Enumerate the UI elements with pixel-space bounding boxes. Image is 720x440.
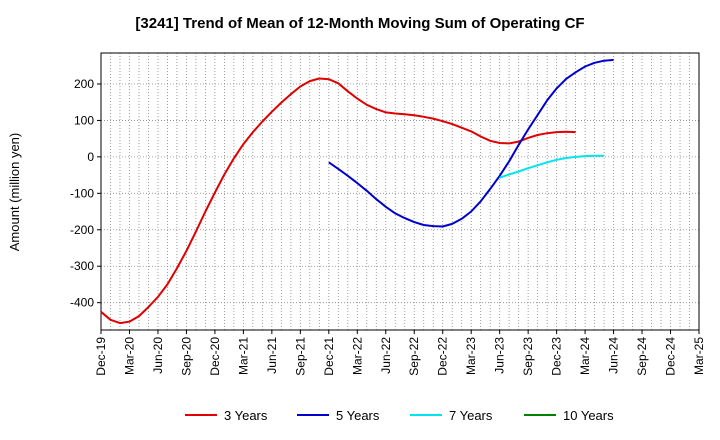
- x-tick-label: Dec-22: [436, 337, 450, 376]
- y-tick-label: -400: [70, 296, 94, 310]
- x-tick-label: Mar-20: [122, 337, 136, 375]
- y-tick-label: 100: [74, 113, 94, 127]
- series-line-5-years: [328, 58, 614, 228]
- legend-label: 5 Years: [336, 408, 380, 423]
- y-tick-label: -300: [70, 259, 94, 273]
- x-tick-label: Mar-21: [236, 337, 250, 375]
- x-tick-label: Sep-23: [521, 337, 535, 376]
- y-axis-label: Amount (million yen): [7, 133, 22, 252]
- x-tick-label: Mar-23: [464, 337, 478, 375]
- x-tick-label: Jun-23: [493, 337, 507, 374]
- x-tick-label: Mar-24: [578, 337, 592, 375]
- x-tick-label: Dec-19: [94, 337, 108, 376]
- x-tick-label: Dec-20: [208, 337, 222, 376]
- x-tick-label: Mar-22: [350, 337, 364, 375]
- y-axis: -400 -300 -200 -100 0 100 200: [70, 77, 101, 310]
- legend-label: 10 Years: [563, 408, 614, 423]
- series-line-7-years: [499, 154, 605, 179]
- x-tick-label: Sep-20: [179, 337, 193, 376]
- x-tick-label: Dec-24: [664, 337, 678, 376]
- y-tick-label: 0: [87, 150, 94, 164]
- x-tick-label: Mar-25: [692, 337, 706, 375]
- grid: [101, 53, 699, 330]
- y-tick-label: -100: [70, 186, 94, 200]
- y-tick-label: -200: [70, 223, 94, 237]
- y-tick-label: 200: [74, 77, 94, 91]
- x-tick-label: Jun-20: [151, 337, 165, 374]
- chart-title: [3241] Trend of Mean of 12-Month Moving …: [135, 15, 584, 32]
- x-tick-label: Sep-21: [293, 337, 307, 376]
- x-tick-label: Dec-23: [550, 337, 564, 376]
- x-tick-label: Jun-21: [265, 337, 279, 374]
- x-tick-label: Sep-24: [635, 337, 649, 376]
- legend: 3 Years 5 Years 7 Years 10 Years: [185, 408, 614, 423]
- series-lines: [100, 58, 614, 325]
- legend-label: 3 Years: [224, 408, 268, 423]
- x-axis: Dec-19 Mar-20 Jun-20 Sep-20 Dec-20 Mar-21 Jun-…: [94, 330, 706, 376]
- x-tick-label: Sep-22: [407, 337, 421, 376]
- series-line-3-years: [100, 77, 576, 325]
- x-tick-label: Jun-24: [607, 337, 621, 374]
- x-tick-label: Dec-21: [322, 337, 336, 376]
- plot-frame: [100, 52, 700, 331]
- legend-label: 7 Years: [449, 408, 493, 423]
- x-tick-label: Jun-22: [379, 337, 393, 374]
